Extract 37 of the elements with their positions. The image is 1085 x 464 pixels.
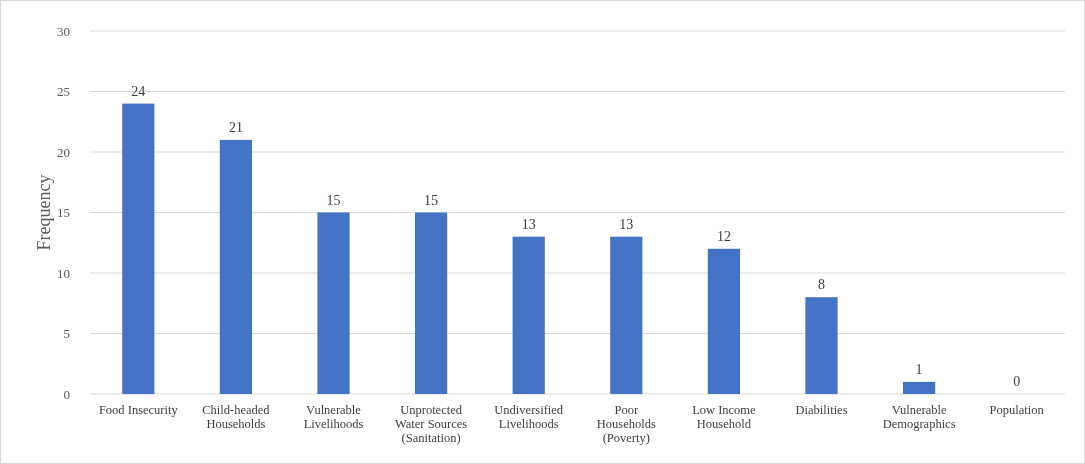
x-tick-label: Food Insecurity bbox=[98, 403, 179, 417]
data-label: 13 bbox=[521, 216, 536, 232]
x-tick-label: Vulnerable Livelihoods bbox=[303, 403, 364, 431]
bar bbox=[805, 297, 838, 394]
x-tick-label: Vulnerable Demographics bbox=[882, 403, 956, 431]
x-tick-label: Undiversified Livelihoods bbox=[494, 403, 564, 431]
bar bbox=[707, 248, 740, 394]
x-tick-label: Poor Households (Poverty) bbox=[596, 403, 656, 445]
bar bbox=[415, 212, 448, 394]
y-tick-label: 25 bbox=[57, 84, 70, 100]
data-label: 8 bbox=[817, 277, 825, 293]
y-tick-label: 30 bbox=[57, 23, 70, 39]
y-tick-label: 5 bbox=[63, 326, 70, 342]
y-tick-label: 0 bbox=[63, 386, 70, 402]
x-tick-label: Unprotected Water Sources (Sanitation) bbox=[394, 403, 468, 445]
bar bbox=[122, 103, 155, 394]
bar bbox=[317, 212, 350, 394]
y-tick-label: 10 bbox=[57, 265, 70, 281]
data-label: 15 bbox=[424, 192, 439, 208]
bar bbox=[610, 236, 643, 394]
bar bbox=[219, 139, 253, 394]
data-label: 12 bbox=[716, 228, 731, 244]
x-tick-label: Population bbox=[989, 403, 1045, 417]
bar bbox=[512, 236, 545, 394]
data-label: 21 bbox=[228, 119, 243, 135]
x-tick-label: Diabilities bbox=[795, 403, 848, 417]
y-axis-title: Frequency bbox=[34, 174, 54, 251]
data-label: 15 bbox=[326, 192, 341, 208]
y-tick-label: 20 bbox=[57, 144, 70, 160]
bar bbox=[902, 381, 936, 394]
data-label: 13 bbox=[619, 216, 634, 232]
data-label: 1 bbox=[915, 361, 923, 377]
data-label: 0 bbox=[1013, 374, 1021, 389]
data-label: 24 bbox=[131, 83, 146, 99]
y-tick-label: 15 bbox=[57, 205, 70, 221]
x-tick-label: Low Income Household bbox=[692, 403, 757, 431]
x-tick-label: Child-headed Households bbox=[202, 403, 271, 431]
